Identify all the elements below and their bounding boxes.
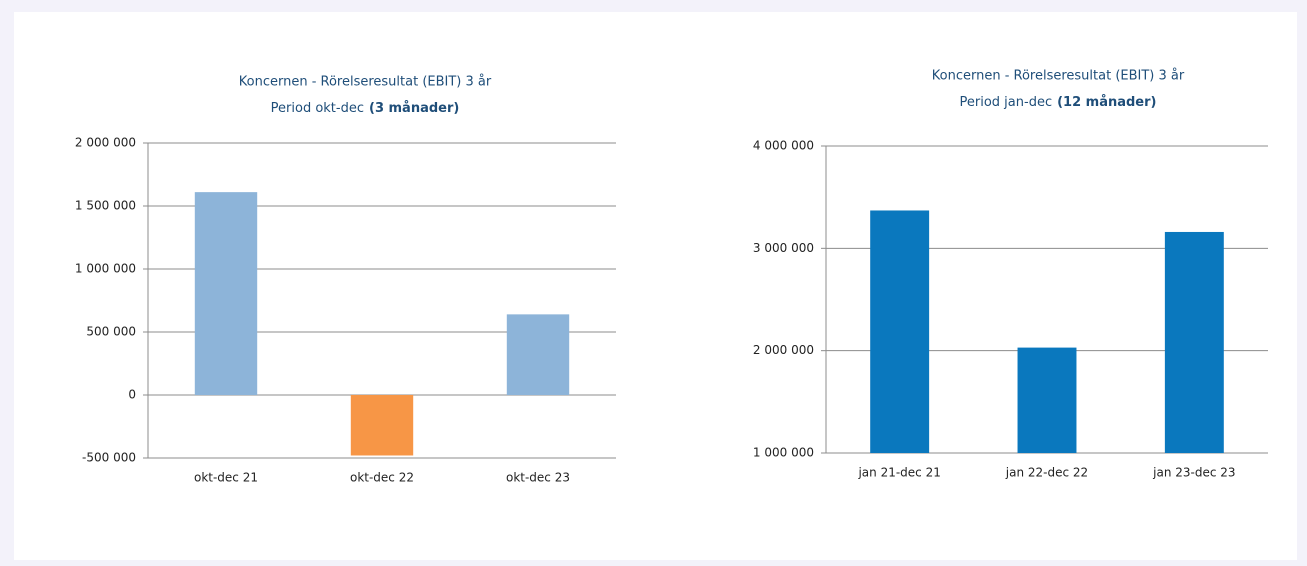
y-tick-label: -500 000 [82, 451, 136, 465]
x-tick-label: jan 23-dec 23 [1152, 466, 1235, 480]
y-tick-label: 2 000 000 [75, 136, 136, 150]
y-tick-label: 4 000 000 [753, 139, 814, 153]
y-tick-label: 500 000 [86, 325, 136, 339]
bar [870, 210, 930, 453]
bar [194, 192, 258, 395]
x-tick-label: okt-dec 22 [350, 471, 414, 485]
x-tick-label: jan 22-dec 22 [1005, 466, 1088, 480]
subtitle-text: Period jan-dec [960, 95, 1053, 110]
subtitle-bold: (12 månader) [1057, 95, 1156, 110]
chart-title: Koncernen - Rörelseresultat (EBIT) 3 år [239, 75, 492, 90]
chart-title: Koncernen - Rörelseresultat (EBIT) 3 år [932, 69, 1185, 84]
chart-subtitle: Period jan-dec (12 månader) [960, 95, 1157, 110]
y-tick-label: 1 000 000 [753, 446, 814, 460]
subtitle-bold: (3 månader) [369, 101, 459, 116]
x-tick-label: jan 21-dec 21 [857, 466, 940, 480]
y-tick-label: 1 500 000 [75, 199, 136, 213]
bar [350, 395, 414, 456]
y-tick-label: 1 000 000 [75, 262, 136, 276]
bar [506, 314, 570, 395]
y-tick-label: 3 000 000 [753, 241, 814, 255]
x-tick-label: okt-dec 21 [194, 471, 258, 485]
x-tick-label: okt-dec 23 [506, 471, 570, 485]
y-tick-label: 0 [128, 388, 136, 402]
bar [1017, 347, 1077, 453]
subtitle-text: Period okt-dec [271, 101, 364, 116]
chart-subtitle: Period okt-dec (3 månader) [271, 101, 460, 116]
bar [1164, 231, 1224, 453]
y-tick-label: 2 000 000 [753, 343, 814, 357]
